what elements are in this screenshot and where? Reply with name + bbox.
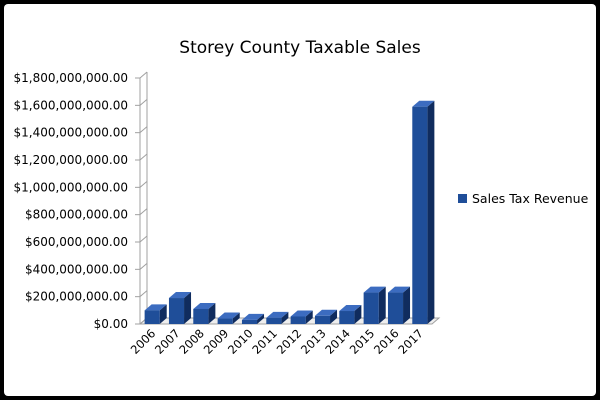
bar-top — [241, 313, 265, 320]
y-tick-label: $1,200,000,000.00 — [13, 153, 128, 167]
bar-front — [363, 292, 379, 324]
bar-side — [257, 313, 265, 324]
legend-swatch — [458, 194, 467, 203]
bar-front — [266, 317, 282, 324]
bar-side — [378, 286, 386, 324]
bar-top — [168, 292, 192, 299]
bar-front — [339, 311, 355, 324]
y-tick-depth-line — [139, 262, 148, 270]
bar-front — [290, 316, 306, 324]
x-tick-label: 2012 — [274, 326, 305, 357]
y-tick-depth-line — [139, 71, 148, 79]
bar — [168, 292, 192, 324]
legend: Sales Tax Revenue — [458, 191, 588, 206]
bar-side — [403, 286, 411, 324]
bar — [339, 305, 362, 324]
bar-side — [354, 305, 362, 324]
x-tick-label: 2014 — [322, 326, 353, 357]
x-tick-label: 2011 — [249, 326, 280, 357]
x-tick-label: 2007 — [152, 326, 183, 357]
bar-top — [387, 286, 411, 293]
bar-front — [193, 308, 209, 324]
y-tick-label: $1,600,000,000.00 — [13, 98, 128, 112]
bar-side — [427, 100, 435, 324]
bar — [290, 310, 313, 324]
bar-top — [412, 100, 435, 107]
y-tick-depth-line — [139, 235, 148, 243]
chart-title: Storey County Taxable Sales — [179, 38, 421, 58]
bar-top — [217, 312, 240, 319]
bar-side — [232, 312, 240, 324]
bar — [217, 312, 240, 324]
x-tick-label: 2017 — [395, 326, 426, 357]
y-tick-depth-line — [139, 98, 148, 106]
bar — [241, 313, 265, 324]
y-tick-depth-line — [139, 290, 148, 298]
legend-label: Sales Tax Revenue — [472, 191, 589, 206]
bar-top — [193, 302, 216, 309]
bar-side — [330, 309, 338, 324]
bar — [314, 309, 338, 324]
y-tick-label: $1,400,000,000.00 — [13, 126, 128, 140]
y-tick-label: $400,000,000.00 — [25, 262, 128, 276]
y-tick-depth-line — [139, 180, 148, 188]
bar-front — [241, 319, 258, 324]
x-tick-label: 2009 — [201, 326, 232, 357]
bar-front — [387, 292, 404, 324]
bar-front — [217, 318, 233, 324]
y-tick-label: $1,800,000,000.00 — [13, 71, 128, 85]
x-tick-label: 2008 — [176, 326, 207, 357]
x-tick-label: 2013 — [298, 326, 329, 357]
bars — [144, 100, 435, 324]
bar-front — [412, 106, 428, 324]
bar-side — [184, 292, 192, 324]
bar-front — [314, 315, 331, 324]
bar-top — [144, 304, 167, 311]
bar-top — [266, 311, 289, 318]
x-axis-ticks: 2006200720082009201020112012201320142015… — [128, 326, 426, 357]
x-tick-label: 2015 — [347, 326, 378, 357]
bar — [193, 302, 216, 324]
bar-top — [339, 305, 362, 312]
bar-front — [168, 298, 185, 324]
y-tick-depth-line — [139, 126, 148, 134]
axes — [138, 72, 441, 325]
bar-side — [208, 302, 216, 324]
bar-top — [363, 286, 386, 293]
bar-side — [281, 311, 289, 324]
bar-side — [159, 304, 167, 324]
y-tick-label: $200,000,000.00 — [25, 290, 128, 304]
y-tick-label: $800,000,000.00 — [25, 208, 128, 222]
x-tick-label: 2006 — [128, 326, 159, 357]
x-tick-label: 2010 — [225, 326, 256, 357]
bar — [412, 100, 435, 324]
chart-frame — [4, 4, 596, 396]
bar-side — [305, 310, 313, 324]
bar-front — [144, 310, 160, 324]
y-tick-label: $0.00 — [94, 317, 128, 331]
x-tick-label: 2016 — [371, 326, 402, 357]
bar-top — [314, 309, 338, 316]
bar — [266, 311, 289, 324]
bar — [363, 286, 386, 324]
bar — [387, 286, 411, 324]
y-tick-label: $600,000,000.00 — [25, 235, 128, 249]
y-tick-label: $1,000,000,000.00 — [13, 180, 128, 194]
y-axis-ticks: $0.00 $200,000,000.00 $400,000,000.00 $600,… — [13, 71, 148, 331]
y-tick-depth-line — [139, 153, 148, 161]
bar-top — [290, 310, 313, 317]
y-tick-depth-line — [139, 208, 148, 216]
bar — [144, 304, 167, 324]
